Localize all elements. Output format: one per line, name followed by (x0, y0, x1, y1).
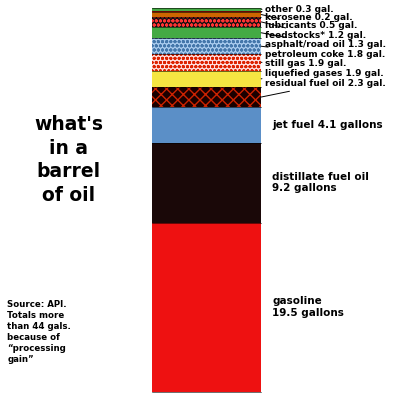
Bar (152, 17, 261, 27)
Text: asphalt/road oil 1.3 gal.: asphalt/road oil 1.3 gal. (261, 33, 386, 49)
Text: other 0.3 gal.: other 0.3 gal. (261, 6, 333, 14)
Bar (152, 11, 261, 12)
Bar (152, 12, 261, 17)
Text: distillate fuel oil
9.2 gallons: distillate fuel oil 9.2 gallons (272, 172, 369, 194)
Text: liquefied gases 1.9 gal.: liquefied gases 1.9 gal. (261, 70, 383, 79)
Bar (152, 87, 261, 107)
Bar (152, 8, 261, 11)
Text: Source: API.
Totals more
than 44 gals.
because of
“processing
gain”: Source: API. Totals more than 44 gals. b… (7, 300, 71, 364)
Text: lubricants 0.5 gal.: lubricants 0.5 gal. (261, 14, 357, 30)
Text: still gas 1.9 gal.: still gas 1.9 gal. (261, 60, 346, 68)
Bar (152, 70, 261, 87)
Bar (152, 87, 261, 107)
Text: kerosene 0.2 gal.: kerosene 0.2 gal. (261, 12, 352, 22)
Bar (152, 38, 261, 54)
Text: what's
in a
barrel
of oil: what's in a barrel of oil (34, 115, 104, 205)
Bar (152, 38, 261, 54)
Bar (152, 54, 261, 70)
Text: feedstocks* 1.2 gal.: feedstocks* 1.2 gal. (261, 22, 366, 40)
Bar (152, 107, 261, 143)
Bar (152, 222, 261, 392)
Text: residual fuel oil 2.3 gal.: residual fuel oil 2.3 gal. (261, 80, 386, 97)
Bar (152, 27, 261, 38)
Bar (152, 143, 261, 222)
Bar (152, 17, 261, 27)
Text: gasoline
19.5 gallons: gasoline 19.5 gallons (272, 296, 344, 318)
Text: jet fuel 4.1 gallons: jet fuel 4.1 gallons (272, 120, 383, 130)
Text: petroleum coke 1.8 gal.: petroleum coke 1.8 gal. (261, 46, 385, 59)
Bar (152, 54, 261, 70)
